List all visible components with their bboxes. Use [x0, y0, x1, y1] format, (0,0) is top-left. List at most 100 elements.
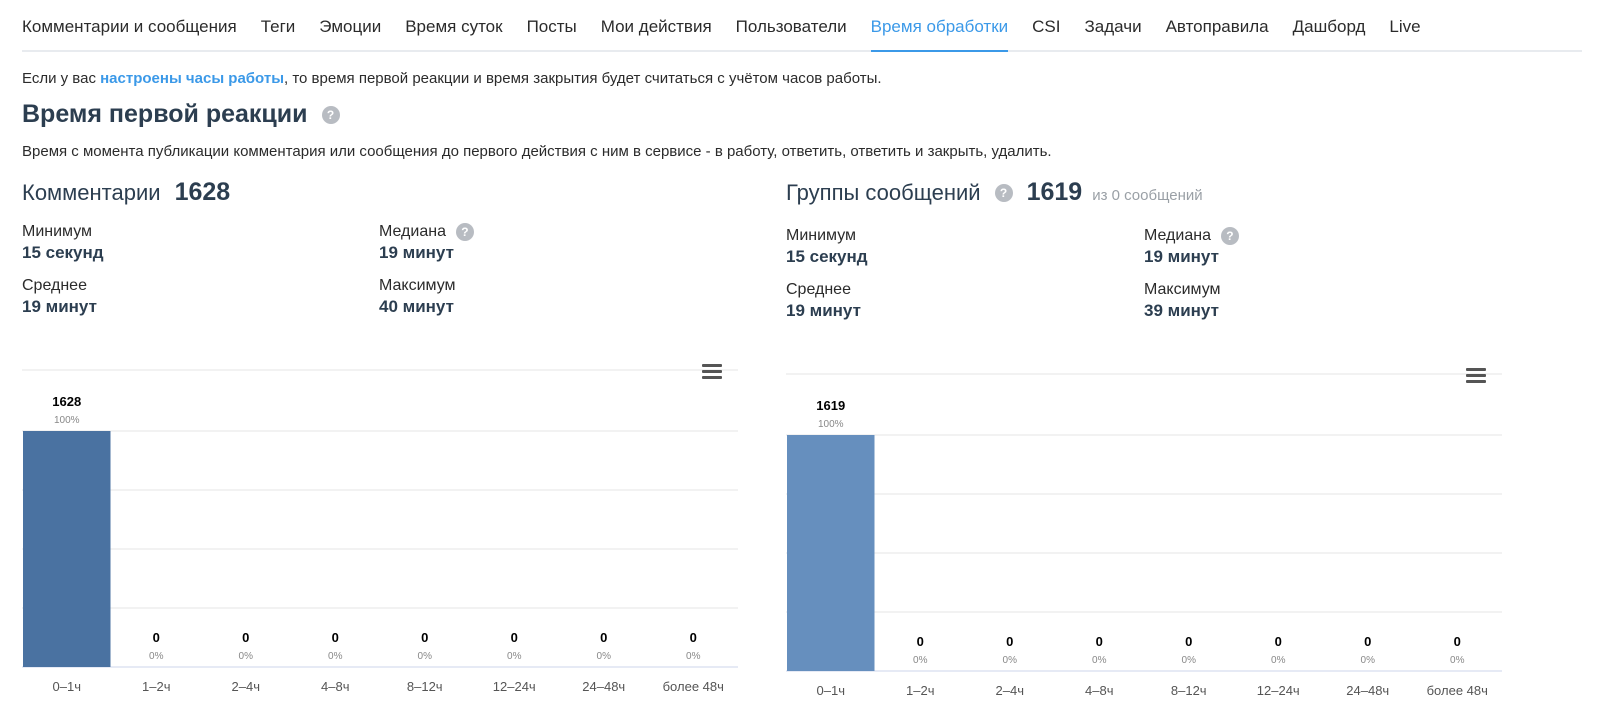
percent-label: 0%: [418, 651, 433, 662]
x-tick-label: 0–1ч: [53, 679, 81, 694]
info-suffix: , то время первой реакции и время закрыт…: [284, 70, 882, 87]
help-icon[interactable]: ?: [455, 223, 474, 241]
stat-value: 19 минут: [1144, 247, 1219, 266]
x-tick-label: 8–12ч: [407, 679, 443, 694]
stat-value: 19 минут: [786, 301, 861, 320]
data-label: 0: [1185, 634, 1192, 649]
info-prefix: Если у вас: [22, 70, 101, 87]
x-tick-label: 1–2ч: [906, 683, 934, 698]
data-label: 0: [1275, 634, 1282, 649]
x-tick-label: 24–48ч: [582, 679, 625, 694]
percent-label: 0%: [1182, 655, 1197, 666]
working-hours-info: Если у вас настроены часы работы, то вре…: [22, 70, 882, 87]
message-groups-response-chart: 1619 100% 0–1ч 0 0% 1–2ч 0 0% 2–4ч 0 0% 4–8ч 0 0% 8–12…: [786, 373, 1502, 698]
percent-label: 0%: [913, 655, 928, 666]
stat-value: 39 минут: [1144, 301, 1219, 320]
data-label: 0: [421, 630, 428, 645]
percent-label: 0%: [1450, 655, 1465, 666]
tab-csi[interactable]: CSI: [1032, 17, 1061, 36]
panel-title: Группы сообщений: [786, 180, 981, 205]
percent-label: 0%: [1271, 655, 1286, 666]
stat-value: 19 минут: [379, 243, 454, 262]
panel-count: 1628: [174, 178, 231, 206]
tab-autorules[interactable]: Автоправила: [1165, 17, 1269, 36]
section-title-text: Время первой реакции: [22, 100, 308, 128]
stat-value: 19 минут: [22, 297, 97, 316]
comments-response-chart: 1628 100% 0–1ч 0 0% 1–2ч 0 0% 2–4ч 0 0% 4–8ч 0 0% 8–12…: [22, 369, 738, 694]
percent-label: 0%: [686, 651, 701, 662]
percent-label: 0%: [597, 651, 612, 662]
x-tick-label: более 48ч: [1427, 683, 1488, 698]
tab-tags[interactable]: Теги: [260, 17, 296, 36]
stat-value: 15 секунд: [22, 243, 104, 262]
percent-label: 0%: [149, 651, 164, 662]
data-label: 0: [600, 630, 607, 645]
tab-users[interactable]: Пользователи: [735, 17, 847, 36]
help-icon[interactable]: ?: [321, 105, 340, 124]
data-label: 0: [1096, 634, 1103, 649]
data-label: 1619: [816, 398, 845, 413]
chart-menu-button[interactable]: [1466, 368, 1486, 386]
data-label: 0: [153, 630, 160, 645]
tab-dashboard[interactable]: Дашборд: [1292, 17, 1366, 36]
tab-emotions[interactable]: Эмоции: [319, 17, 382, 36]
stat-label-text: Медиана: [379, 223, 446, 240]
x-tick-label: 1–2ч: [142, 679, 170, 694]
stat-label: Минимум: [786, 227, 857, 244]
data-label: 0: [332, 630, 339, 645]
section-description: Время с момента публикации комментария и…: [22, 143, 1052, 160]
panel-subtitle: из 0 сообщений: [1092, 187, 1203, 204]
percent-label: 0%: [1361, 655, 1376, 666]
x-tick-label: 2–4ч: [232, 679, 260, 694]
help-icon[interactable]: ?: [994, 183, 1013, 202]
stat-label-text: Медиана: [1144, 227, 1211, 244]
stat-label: Максимум: [1144, 281, 1221, 298]
x-tick-label: 2–4ч: [996, 683, 1024, 698]
message-groups-panel-header: Группы сообщений ? 1619 из 0 сообщений: [786, 178, 1203, 207]
comments-panel: Комментарии 1628 Минимум 15 секунд Медиа…: [22, 178, 474, 316]
stat-median: Медиана? 19 минут: [1144, 226, 1444, 268]
tab-tasks[interactable]: Задачи: [1084, 17, 1142, 36]
panel-count: 1619: [1026, 178, 1083, 206]
data-label: 0: [242, 630, 249, 645]
x-tick-label: 24–48ч: [1346, 683, 1389, 698]
bar: [787, 435, 875, 671]
tab-time-of-day[interactable]: Время суток: [405, 17, 503, 36]
x-tick-label: 0–1ч: [817, 683, 845, 698]
tab-live[interactable]: Live: [1389, 17, 1421, 36]
stat-average: Среднее 19 минут: [22, 276, 322, 318]
data-label: 0: [1364, 634, 1371, 649]
stat-label: Среднее: [22, 277, 87, 294]
stat-maximum: Максимум 40 минут: [379, 276, 679, 318]
x-tick-label: 4–8ч: [1085, 683, 1113, 698]
panel-title: Комментарии: [22, 180, 161, 205]
data-label: 0: [511, 630, 518, 645]
tab-processing-time[interactable]: Время обработки: [870, 16, 1009, 52]
data-label: 1628: [52, 394, 81, 409]
section-title: Время первой реакции ?: [22, 100, 340, 129]
stat-minimum: Минимум 15 секунд: [786, 226, 1086, 268]
tab-posts[interactable]: Посты: [526, 17, 577, 36]
percent-label: 0%: [1092, 655, 1107, 666]
percent-label: 100%: [54, 415, 80, 426]
percent-label: 0%: [239, 651, 254, 662]
x-tick-label: 12–24ч: [1257, 683, 1300, 698]
tab-my-actions[interactable]: Мои действия: [600, 17, 712, 36]
stat-average: Среднее 19 минут: [786, 280, 1086, 322]
x-tick-label: 12–24ч: [493, 679, 536, 694]
x-tick-label: 8–12ч: [1171, 683, 1207, 698]
chart-menu-button[interactable]: [702, 364, 722, 382]
percent-label: 0%: [507, 651, 522, 662]
stat-label: Медиана?: [379, 222, 679, 242]
data-label: 0: [917, 634, 924, 649]
x-tick-label: 4–8ч: [321, 679, 349, 694]
help-icon[interactable]: ?: [1220, 227, 1239, 245]
stat-maximum: Максимум 39 минут: [1144, 280, 1444, 322]
data-label: 0: [690, 630, 697, 645]
working-hours-link[interactable]: настроены часы работы: [100, 70, 285, 87]
tab-comments-messages[interactable]: Комментарии и сообщения: [22, 17, 237, 36]
stat-label: Максимум: [379, 277, 456, 294]
stat-label: Медиана?: [1144, 226, 1444, 246]
stat-label: Минимум: [22, 223, 93, 240]
stat-minimum: Минимум 15 секунд: [22, 222, 322, 264]
